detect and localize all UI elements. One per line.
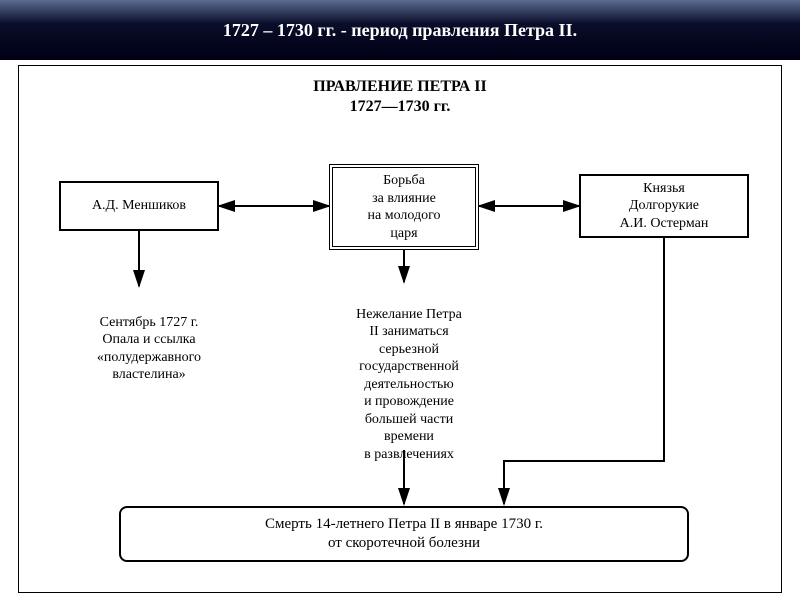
diagram-title-line2: 1727—1730 гг. xyxy=(19,98,781,116)
conclusion-box: Смерть 14-летнего Петра II в январе 1730… xyxy=(119,506,689,562)
diagram-title-text-1: ПРАВЛЕНИЕ ПЕТРА II xyxy=(313,78,486,95)
text-opala-label: Сентябрь 1727 г. Опала и ссылка «полудер… xyxy=(97,315,201,383)
slide-canvas: ПРАВЛЕНИЕ ПЕТРА II 1727—1730 гг. xyxy=(0,60,800,600)
diagram-title-line1: ПРАВЛЕНИЕ ПЕТРА II xyxy=(19,78,781,96)
slide-title: 1727 – 1730 гг. - период правления Петра… xyxy=(223,20,577,41)
node-dolgorukie: Князья Долгорукие А.И. Остерман xyxy=(579,174,749,238)
node-menshikov-label: А.Д. Меншиков xyxy=(92,197,186,215)
node-struggle-label: Борьба за влияние на молодого царя xyxy=(368,172,441,242)
node-struggle: Борьба за влияние на молодого царя xyxy=(329,164,479,250)
conclusion-label: Смерть 14-летнего Петра II в январе 1730… xyxy=(265,515,543,553)
node-menshikov: А.Д. Меншиков xyxy=(59,181,219,231)
text-reluctance-label: Нежелание Петра II заниматься серьезной … xyxy=(356,307,462,462)
node-dolgorukie-label: Князья Долгорукие А.И. Остерман xyxy=(620,180,709,233)
text-opala: Сентябрь 1727 г. Опала и ссылка «полудер… xyxy=(59,296,239,384)
slide-header-band: 1727 – 1730 гг. - период правления Петра… xyxy=(0,0,800,60)
diagram-panel: ПРАВЛЕНИЕ ПЕТРА II 1727—1730 гг. xyxy=(18,65,782,593)
text-reluctance: Нежелание Петра II заниматься серьезной … xyxy=(319,288,499,463)
diagram-title-text-2: 1727—1730 гг. xyxy=(350,98,451,115)
